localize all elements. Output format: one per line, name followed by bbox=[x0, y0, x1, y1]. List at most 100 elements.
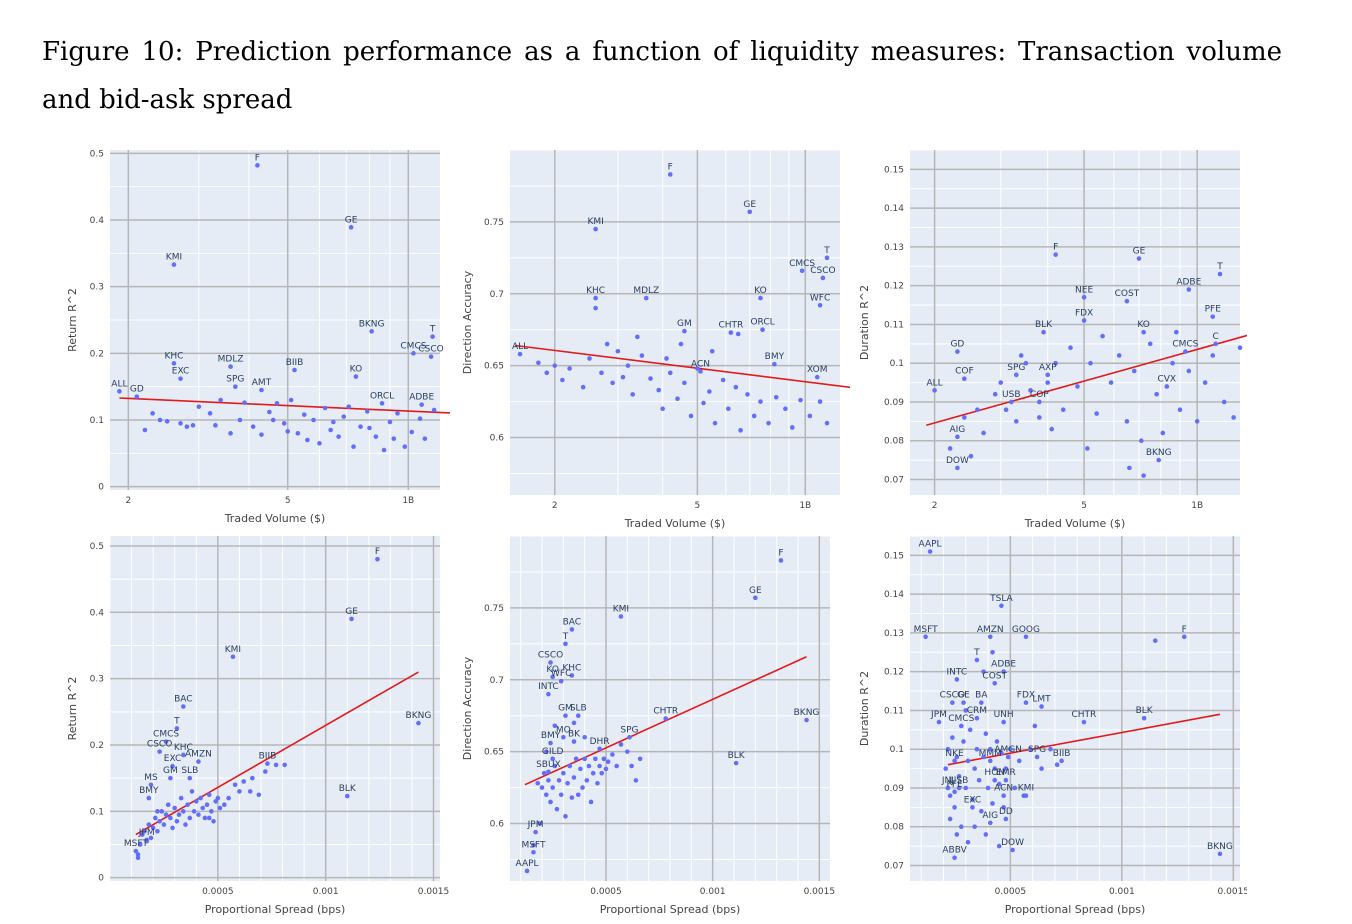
data-point bbox=[1116, 353, 1122, 358]
data-point bbox=[282, 762, 288, 768]
data-point bbox=[213, 423, 218, 428]
y-tick-label: 0.4 bbox=[90, 608, 105, 618]
data-point bbox=[981, 754, 986, 760]
data-point bbox=[206, 792, 212, 798]
data-point bbox=[204, 802, 210, 808]
data-point bbox=[285, 429, 291, 434]
x-axis-title: Traded Volume ($) bbox=[1024, 517, 1126, 530]
data-point bbox=[648, 376, 653, 381]
data-point-tsla bbox=[999, 603, 1004, 609]
fit-line bbox=[135, 671, 419, 836]
data-point bbox=[633, 778, 639, 783]
data-point bbox=[976, 777, 982, 783]
data-point bbox=[548, 799, 553, 805]
point-label: ORCL bbox=[370, 391, 394, 401]
point-label: ALL bbox=[927, 378, 943, 388]
data-point-cvx bbox=[1164, 384, 1170, 389]
data-point bbox=[176, 812, 182, 817]
data-point-dhr bbox=[597, 746, 602, 752]
data-point-kmi bbox=[230, 654, 236, 660]
data-point bbox=[270, 417, 276, 423]
data-point bbox=[1001, 805, 1006, 810]
data-point-t bbox=[974, 657, 980, 663]
y-tick-label: 0.07 bbox=[884, 475, 904, 485]
data-point bbox=[328, 427, 333, 433]
data-point bbox=[587, 356, 592, 361]
data-point bbox=[943, 766, 948, 771]
data-point-t bbox=[1217, 271, 1223, 277]
data-point bbox=[1018, 353, 1024, 358]
data-point bbox=[1202, 380, 1208, 385]
y-tick-label: 0.3 bbox=[90, 675, 104, 685]
point-label: CSCO bbox=[418, 345, 443, 355]
point-label: HON bbox=[984, 768, 1005, 778]
point-label: BMY bbox=[765, 352, 785, 362]
point-label: GE bbox=[749, 586, 762, 596]
data-point-kmi bbox=[1023, 793, 1029, 799]
point-label: BLK bbox=[1136, 706, 1154, 716]
point-label: DD bbox=[999, 807, 1013, 817]
data-point-bk bbox=[571, 739, 577, 744]
data-point bbox=[599, 770, 605, 776]
data-point bbox=[536, 360, 541, 366]
data-point-aig bbox=[987, 820, 993, 826]
point-label: AXP bbox=[1039, 363, 1057, 373]
data-point-spg bbox=[627, 734, 632, 740]
point-label: BAC bbox=[174, 695, 192, 705]
data-point bbox=[595, 780, 600, 786]
data-point-ko bbox=[550, 674, 555, 680]
data-point-amzn bbox=[196, 759, 201, 764]
point-label: FDX bbox=[1017, 691, 1035, 701]
data-point-hon bbox=[992, 777, 998, 783]
fit-line bbox=[947, 713, 1221, 766]
data-point bbox=[590, 770, 596, 776]
x-axis-title: Traded Volume ($) bbox=[224, 512, 326, 525]
data-point-abbv bbox=[952, 855, 957, 861]
data-point-blk bbox=[1041, 329, 1046, 335]
data-point bbox=[232, 782, 238, 788]
data-point-blk bbox=[1141, 715, 1147, 721]
point-label: BKNG bbox=[406, 711, 432, 721]
point-label: KO bbox=[754, 286, 767, 296]
data-point bbox=[745, 392, 750, 397]
point-label: GE bbox=[345, 215, 358, 225]
data-point bbox=[311, 417, 316, 423]
data-point bbox=[947, 446, 953, 451]
data-point-jpm bbox=[144, 837, 149, 843]
point-label: T bbox=[823, 246, 830, 256]
data-point-cmcs bbox=[958, 723, 964, 729]
data-point-adbe bbox=[1186, 287, 1192, 292]
data-point bbox=[387, 419, 393, 425]
x-tick-label: 0.001 bbox=[1109, 887, 1135, 897]
data-point bbox=[237, 417, 243, 423]
data-point bbox=[165, 802, 171, 808]
data-point-exc bbox=[970, 805, 975, 810]
data-point bbox=[170, 825, 175, 831]
point-label: AIG bbox=[950, 425, 966, 435]
fit-line bbox=[926, 334, 1247, 426]
point-label: T bbox=[973, 648, 980, 658]
data-point bbox=[181, 809, 186, 814]
data-point bbox=[1141, 473, 1146, 478]
data-point-amt bbox=[259, 387, 264, 393]
data-point-adbe bbox=[1001, 669, 1006, 674]
data-point bbox=[637, 756, 643, 762]
data-point bbox=[712, 420, 718, 426]
point-label: KMI bbox=[1018, 784, 1034, 794]
point-label: MSFT bbox=[124, 839, 148, 849]
point-label: LMT bbox=[1032, 695, 1051, 705]
point-label: ADBE bbox=[409, 393, 434, 403]
data-point-msft bbox=[531, 849, 536, 855]
data-point bbox=[599, 370, 604, 376]
data-point bbox=[1049, 426, 1055, 432]
plot-area bbox=[510, 150, 840, 495]
data-point-cmcs bbox=[1183, 349, 1188, 354]
data-point bbox=[541, 770, 547, 776]
data-point bbox=[720, 377, 726, 383]
data-point bbox=[990, 801, 995, 806]
point-label: BA bbox=[975, 691, 988, 701]
y-tick-label: 0.75 bbox=[484, 218, 504, 228]
data-point-amzn bbox=[987, 634, 993, 640]
x-axis-title: Proportional Spread (bps) bbox=[600, 903, 741, 916]
point-label: F bbox=[1182, 625, 1187, 635]
